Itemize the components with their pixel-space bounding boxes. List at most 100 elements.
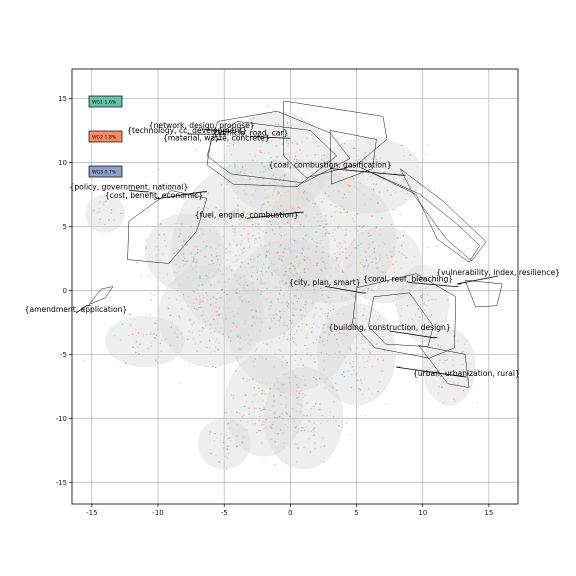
scatter-point <box>223 436 226 438</box>
scatter-point <box>299 309 302 311</box>
scatter-point <box>259 149 261 152</box>
density-region <box>263 367 344 470</box>
scatter-point <box>209 328 211 330</box>
scatter-point <box>132 346 134 349</box>
scatter-point <box>199 277 201 280</box>
scatter-point <box>293 294 296 297</box>
scatter-point <box>145 247 148 249</box>
scatter-point <box>195 245 198 248</box>
scatter-point <box>311 172 314 175</box>
scatter-point <box>390 255 393 258</box>
scatter-point <box>364 166 367 168</box>
scatter-point <box>313 405 316 408</box>
scatter-point <box>194 343 196 345</box>
scatter-point <box>182 256 185 258</box>
scatter-point <box>247 289 250 291</box>
scatter-point <box>228 336 230 339</box>
scatter-point <box>181 259 184 262</box>
scatter-point <box>292 207 294 209</box>
scatter-point <box>247 213 249 215</box>
scatter-point <box>297 159 300 162</box>
scatter-point <box>419 289 421 291</box>
scatter-point <box>209 298 212 301</box>
scatter-point <box>348 191 351 193</box>
scatter-point <box>314 447 316 450</box>
scatter-point <box>344 196 347 199</box>
scatter-point <box>297 286 300 289</box>
scatter-point <box>376 161 378 163</box>
scatter-point <box>318 137 321 139</box>
scatter-point <box>281 221 284 224</box>
scatter-point <box>236 269 238 271</box>
scatter-point <box>285 282 288 284</box>
scatter-point <box>325 267 327 270</box>
scatter-point <box>283 191 286 193</box>
scatter-point <box>183 264 185 267</box>
scatter-point <box>227 307 229 309</box>
scatter-point <box>273 412 275 415</box>
scatter-point <box>375 158 378 161</box>
scatter-point <box>242 287 244 289</box>
scatter-point <box>265 231 267 234</box>
scatter-point <box>319 377 321 380</box>
x-tick-label: 0 <box>288 509 292 517</box>
scatter-point <box>193 307 196 310</box>
scatter-point <box>326 420 329 422</box>
scatter-point <box>225 267 228 270</box>
scatter-point <box>296 160 298 163</box>
scatter-point <box>404 257 407 259</box>
scatter-point <box>360 161 363 163</box>
scatter-point <box>201 314 203 317</box>
scatter-point <box>312 129 315 132</box>
scatter-point <box>249 266 252 269</box>
scatter-point <box>363 156 365 159</box>
scatter-point <box>268 182 271 184</box>
scatter-point <box>239 266 242 268</box>
scatter-point <box>282 391 285 394</box>
scatter-point <box>269 426 272 428</box>
scatter-point <box>277 165 279 168</box>
scatter-point <box>383 243 386 246</box>
scatter-point <box>209 229 211 232</box>
scatter-point <box>379 257 381 259</box>
scatter-point <box>282 279 284 282</box>
scatter-point <box>200 228 202 230</box>
scatter-point <box>229 242 231 245</box>
scatter-point <box>231 410 233 413</box>
scatter-point <box>464 343 466 345</box>
scatter-point <box>245 400 248 403</box>
scatter-point <box>376 358 379 361</box>
annotation-leader <box>396 366 467 378</box>
scatter-point <box>294 250 297 252</box>
scatter-point <box>235 442 237 445</box>
scatter-point <box>228 427 231 430</box>
scatter-point <box>355 355 358 358</box>
scatter-point <box>270 224 273 226</box>
scatter-point <box>239 218 241 221</box>
scatter-point <box>305 323 308 326</box>
scatter-point <box>277 273 279 276</box>
scatter-point <box>179 233 182 235</box>
scatter-point <box>234 234 236 236</box>
scatter-point <box>295 410 298 413</box>
scatter-point <box>363 308 366 310</box>
scatter-point <box>317 166 319 168</box>
scatter-point <box>202 288 204 291</box>
scatter-point <box>198 306 200 309</box>
cluster-outline <box>399 168 487 262</box>
scatter-point <box>204 256 206 258</box>
scatter-point <box>313 376 315 379</box>
scatter-point <box>305 261 308 264</box>
scatter-point <box>283 321 286 324</box>
scatter-point <box>228 278 230 280</box>
scatter-point <box>205 274 207 277</box>
scatter-point <box>264 152 266 154</box>
scatter-point <box>383 175 385 177</box>
scatter-point <box>370 175 373 177</box>
scatter-point <box>350 321 352 324</box>
scatter-point <box>241 416 244 418</box>
scatter-point <box>356 317 359 320</box>
scatter-point <box>328 318 331 320</box>
scatter-point <box>326 318 329 320</box>
scatter-point <box>197 293 199 295</box>
